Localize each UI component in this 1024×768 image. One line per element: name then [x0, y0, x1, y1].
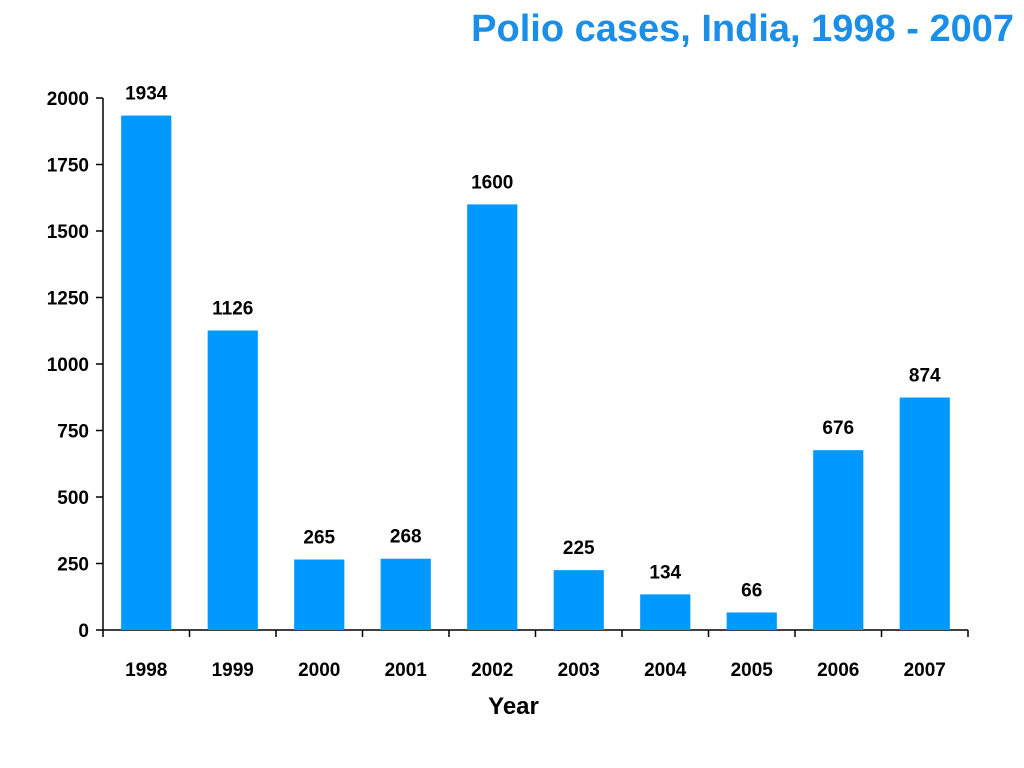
y-tick-label: 0: [78, 621, 89, 642]
data-label-2001: 268: [390, 527, 422, 548]
y-tick-label: 250: [57, 555, 89, 576]
data-label-2005: 66: [741, 580, 762, 601]
x-tick-label: 2003: [558, 660, 600, 681]
data-label-1998: 1934: [125, 84, 168, 105]
data-label-2003: 225: [563, 538, 595, 559]
x-tick-label: 2005: [731, 660, 774, 681]
y-tick-label: 500: [57, 488, 89, 509]
y-tick-label: 1750: [47, 156, 89, 177]
bar-2003: [553, 570, 604, 630]
chart-title: Polio cases, India, 1998 - 2007: [471, 8, 1014, 50]
x-tick-label: 2002: [471, 660, 513, 681]
y-tick-label: 1500: [47, 222, 89, 243]
data-label-2000: 265: [303, 528, 335, 549]
x-tick-label: 2007: [904, 660, 946, 681]
bar-1999: [207, 330, 258, 630]
data-label-1999: 1126: [212, 298, 253, 319]
bar-2005: [726, 612, 777, 630]
x-axis-ticks: 1998 1999 2000 2001 2002 2003 2004 2005 2006 2007: [102, 630, 969, 681]
x-tick-label: 2004: [644, 660, 687, 681]
x-tick-label: 2000: [298, 660, 340, 681]
bars-group: [121, 115, 950, 630]
y-tick-label: 750: [57, 422, 89, 443]
bar-2004: [640, 594, 691, 630]
y-tick-label: 2000: [47, 89, 89, 110]
bar-2000: [294, 559, 345, 630]
bar-2001: [380, 558, 431, 630]
data-label-2002: 1600: [471, 172, 513, 193]
x-axis-title: Year: [488, 693, 539, 720]
data-label-2006: 676: [822, 418, 854, 439]
data-labels-group: 1934 1126 265 268 1600 225 134 66 676 874: [125, 84, 941, 602]
bar-1998: [121, 115, 172, 630]
bar-2002: [467, 204, 518, 630]
y-tick-label: 1000: [47, 355, 89, 376]
x-tick-label: 1999: [212, 660, 254, 681]
x-tick-label: 2006: [817, 660, 859, 681]
x-tick-label: 2001: [385, 660, 428, 681]
y-axis-ticks: 0 250 500 750 1000 1250 1500 1750 2000: [47, 89, 103, 642]
bar-2006: [813, 450, 864, 630]
data-label-2004: 134: [649, 562, 681, 583]
bar-2007: [899, 397, 950, 630]
x-tick-label: 1998: [125, 660, 167, 681]
y-tick-label: 1250: [47, 289, 89, 310]
data-label-2007: 874: [909, 366, 941, 387]
